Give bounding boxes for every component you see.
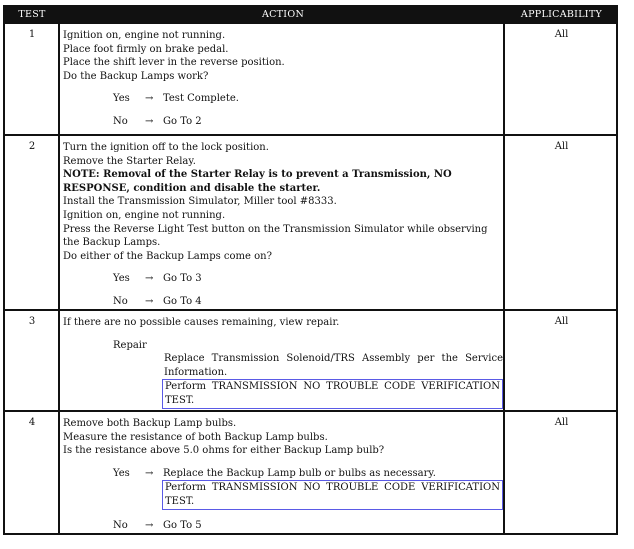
yes-response: Yes → Go To 3 [113,273,202,285]
repair-text: Replace Transmission Solenoid/TRS Assemb… [164,353,503,378]
repair-label: Repair [113,339,147,351]
action-line: Remove the Starter Relay. [63,155,196,167]
table-row: 3 If there are no possible causes remain… [5,309,616,410]
arrow-icon: → [145,273,154,285]
verification-link[interactable]: Perform TRANSMISSION NO TROUBLE CODE VER… [162,379,503,409]
action-line: Do the Backup Lamps work? [63,70,209,82]
header-applicability: APPLICABILITY [520,9,603,20]
test-number: 4 [28,417,36,428]
table-row: 2 Turn the ignition off to the lock posi… [5,134,616,309]
arrow-icon: → [145,93,154,105]
test-number: 3 [28,316,36,327]
test-number: 1 [28,29,36,40]
verification-link[interactable]: Perform TRANSMISSION NO TROUBLE CODE VER… [162,480,503,510]
arrow-icon: → [145,115,154,127]
no-response: No → Go To 5 [113,519,202,531]
table-header: TEST ACTION APPLICABILITY [5,7,616,24]
table-row: 1 Ignition on, engine not running. Place… [5,24,616,134]
action-line: Measure the resistance of both Backup La… [63,431,328,443]
applicability: All [554,29,569,40]
no-response: No → Go To 4 [113,295,202,307]
action-line: Press the Reverse Light Test button on t… [63,223,488,235]
action-line: Ignition on, engine not running. [63,209,226,221]
diagnostic-table: TEST ACTION APPLICABILITY 1 Ignition on,… [3,5,618,535]
table-row: 4 Remove both Backup Lamp bulbs. Measure… [5,410,616,535]
action-line: If there are no possible causes remainin… [63,317,340,328]
yes-response: Yes → Test Complete. [113,93,239,105]
action-cell: Remove both Backup Lamp bulbs. Measure t… [63,417,503,532]
action-line: Place foot firmly on brake pedal. [63,43,229,55]
no-response: No → Go To 2 [113,115,202,127]
action-line: Is the resistance above 5.0 ohms for eit… [63,445,385,457]
arrow-icon: → [145,467,154,479]
applicability: All [554,417,569,428]
action-line: Install the Transmission Simulator, Mill… [63,196,337,208]
note-line: NOTE: Removal of the Starter Relay is to… [63,169,452,181]
action-line: the Backup Lamps. [63,237,161,249]
test-number: 2 [28,141,36,152]
applicability: All [554,316,569,327]
action-cell: Ignition on, engine not running. Place f… [63,29,503,129]
arrow-icon: → [145,295,154,307]
yes-response: Yes → Replace the Backup Lamp bulb or bulb… [113,467,436,479]
applicability: All [554,141,569,152]
header-action: ACTION [261,9,305,20]
note-line: RESPONSE, condition and disable the star… [63,182,321,194]
action-line: Do either of the Backup Lamps come on? [63,250,272,262]
action-line: Place the shift lever in the reverse pos… [63,57,285,69]
arrow-icon: → [145,519,154,531]
action-line: Remove both Backup Lamp bulbs. [63,418,237,429]
action-line: Ignition on, engine not running. [63,30,226,41]
column-divider [503,24,505,533]
action-line: Turn the ignition off to the lock positi… [63,142,269,153]
column-divider [58,24,60,533]
action-cell: If there are no possible causes remainin… [63,316,503,409]
header-test: TEST [18,9,46,20]
action-cell: Turn the ignition off to the lock positi… [63,141,503,309]
